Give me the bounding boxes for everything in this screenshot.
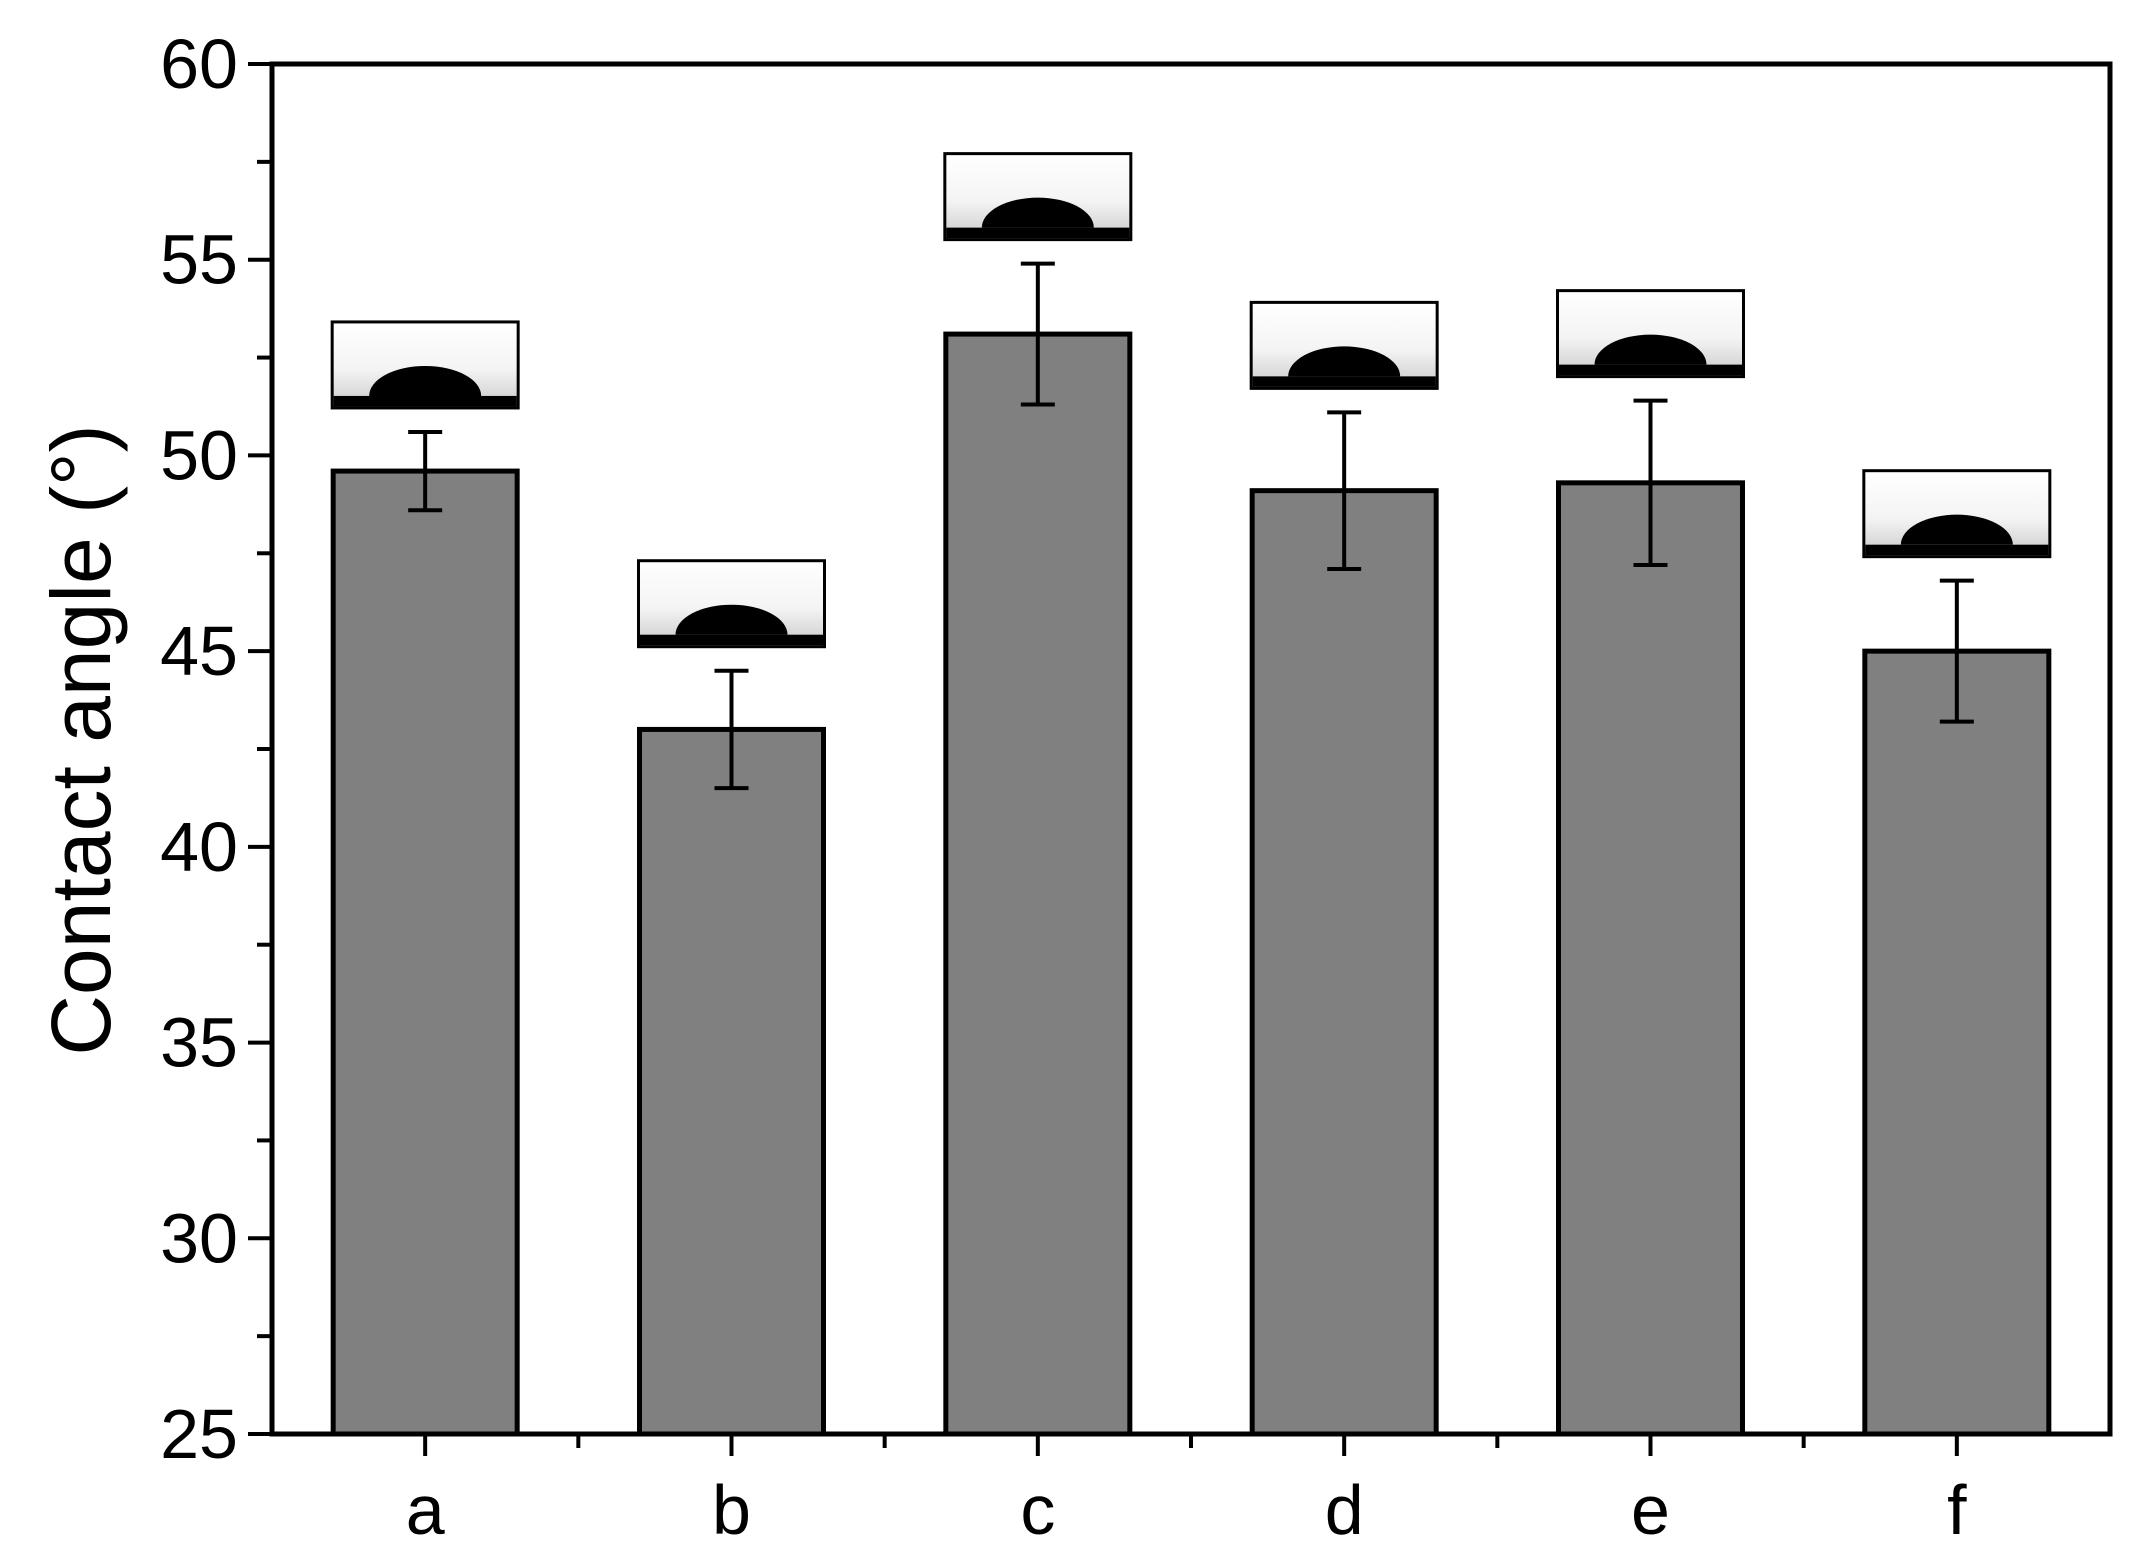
droplet-substrate [333,395,517,407]
droplet-inset-f [1862,469,2052,559]
droplet-shape [1900,514,2013,545]
y-tick-label: 55 [160,221,238,299]
y-axis-title: Contact angle (°) [34,424,128,1055]
droplet-substrate [640,634,823,646]
bar-e [1556,480,1745,1437]
x-tick-label-f: f [1947,1471,1967,1549]
droplet-photo-frame [1249,300,1439,390]
bar-d [1249,488,1439,1437]
y-tick-label: 40 [160,808,238,886]
droplet-substrate [1865,544,2049,556]
y-tick-label: 30 [160,1199,238,1277]
droplet-substrate [1252,376,1436,387]
x-tick-label-e: e [1631,1471,1670,1549]
droplet-inset-c [943,152,1133,242]
y-tick-label: 35 [160,1004,238,1082]
droplet-shape [675,604,788,635]
y-tick-label: 45 [160,612,238,690]
droplet-substrate [946,227,1130,239]
bar-f [1862,648,2052,1437]
droplet-shape [1288,346,1401,377]
droplet-inset-d [1249,300,1439,390]
y-tick-label: 60 [160,25,238,103]
droplet-inset-a [330,320,520,410]
x-tick-label-b: b [712,1471,751,1549]
droplet-substrate [1559,364,1742,376]
x-tick-label-a: a [406,1471,445,1549]
bar-b [637,726,826,1437]
x-tick-label-c: c [1020,1471,1055,1549]
bar-a [330,468,520,1437]
bar-c [943,331,1133,1437]
y-tick-label: 50 [160,416,238,494]
droplet-shape [369,365,482,396]
plot-frame [269,61,2113,1437]
droplet-inset-e [1556,289,1745,379]
droplet-shape [981,197,1094,228]
y-tick-label: 25 [160,1395,238,1473]
x-tick-label-d: d [1325,1471,1364,1549]
droplet-inset-b [637,559,826,649]
droplet-shape [1594,334,1707,365]
